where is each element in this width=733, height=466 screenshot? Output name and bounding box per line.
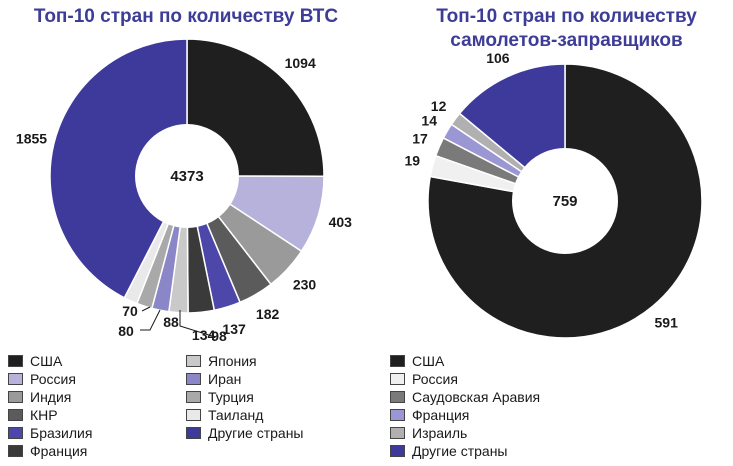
right-donut-hole [512,148,618,254]
right-legend-item-саудовская-аравия: Саудовская Аравия [390,388,540,406]
right-legend-label: Другие страны [412,443,508,459]
left-legend-swatch [8,355,23,367]
left-legend-swatch [8,409,23,421]
right-legend-item-россия: Россия [390,370,540,388]
left-legend-item-кнр: КНР [8,406,92,424]
right-legend-label: Франция [412,407,470,423]
left-legend-swatch [186,373,201,385]
left-legend-label: США [30,353,63,369]
right-legend-swatch [390,355,405,367]
left-legend-swatch [186,409,201,421]
right-legend-item-другие-страны: Другие страны [390,442,540,460]
left-legend-swatch [186,355,201,367]
right-legend-item-израиль: Израиль [390,424,540,442]
left-legend-item-индия: Индия [8,388,92,406]
left-legend-item-франция: Франция [8,442,92,460]
left-legend-column-2: Япония Иран Турция Таиланд Другие страны [186,352,304,442]
left-value-label-сша: 1094 [285,55,316,71]
left-legend-label: Таиланд [208,407,264,423]
left-legend-item-турция: Турция [186,388,304,406]
left-legend-label: Франция [30,443,88,459]
right-legend-item-сша: США [390,352,540,370]
left-legend-label: Япония [208,353,257,369]
left-legend-swatch [8,427,23,439]
right-total-label: 759 [552,193,577,210]
right-legend: США Россия Саудовская Аравия Франция Израиль… [390,352,540,460]
left-legend-label: Индия [30,389,72,405]
left-value-label-япония: 98 [211,328,227,344]
left-leader-таиланд [141,306,151,312]
left-value-label-таиланд: 70 [122,303,138,319]
left-legend-label: Россия [30,371,76,387]
left-value-label-другие-страны: 1855 [16,130,47,146]
right-legend-label: Россия [412,371,458,387]
left-legend-column-1: США Россия Индия КНР Бразилия Франция [8,352,92,460]
right-legend-swatch [390,409,405,421]
left-legend-swatch [8,391,23,403]
left-legend-item-таиланд: Таиланд [186,406,304,424]
left-legend-label: Иран [208,371,242,387]
left-legend-swatch [8,445,23,457]
left-legend-item-россия: Россия [8,370,92,388]
right-legend-label: Саудовская Аравия [412,389,541,405]
right-value-label-россия: 19 [405,153,421,169]
left-value-label-бразилия: 137 [222,321,246,337]
left-slice-другие-страны [49,38,188,299]
right-legend-item-франция: Франция [390,406,540,424]
left-value-label-кнр: 182 [256,306,280,322]
right-value-label-сша: 591 [655,314,679,330]
right-legend-label: США [412,353,445,369]
left-legend-item-другие-страны: Другие страны [186,424,304,442]
left-legend-item-сша: США [8,352,92,370]
right-legend-swatch [390,373,405,385]
left-value-label-иран: 88 [163,314,179,330]
left-leader-турция [140,309,161,331]
left-legend-swatch [186,427,201,439]
left-legend-swatch [8,373,23,385]
left-donut-hole [135,124,239,228]
right-legend-swatch [390,427,405,439]
left-legend-swatch [186,391,201,403]
left-legend-label: КНР [30,407,58,423]
right-legend-swatch [390,445,405,457]
left-legend-label: Другие страны [208,425,304,441]
left-legend-item-япония: Япония [186,352,304,370]
left-legend-label: Бразилия [30,425,93,441]
right-value-label-саудовская-аравия: 17 [412,130,428,146]
left-total-label: 4373 [170,168,203,185]
left-value-label-индия: 230 [293,277,317,293]
right-value-label-другие-страны: 106 [486,50,510,66]
right-legend-swatch [390,391,405,403]
left-chart-title: Топ-10 стран по количеству ВТС [33,6,339,27]
right-chart-title: Топ-10 стран по количеству самолетов-зап… [436,6,697,51]
right-value-label-франция: 14 [421,112,437,128]
left-legend-label: Турция [208,389,254,405]
left-legend-item-иран: Иран [186,370,304,388]
left-legend-item-бразилия: Бразилия [8,424,92,442]
right-value-label-израиль: 12 [431,98,447,114]
left-value-label-россия: 403 [329,214,353,230]
left-value-label-турция: 80 [118,323,134,339]
left-leader-япония [179,310,213,337]
right-legend-label: Израиль [412,425,468,441]
